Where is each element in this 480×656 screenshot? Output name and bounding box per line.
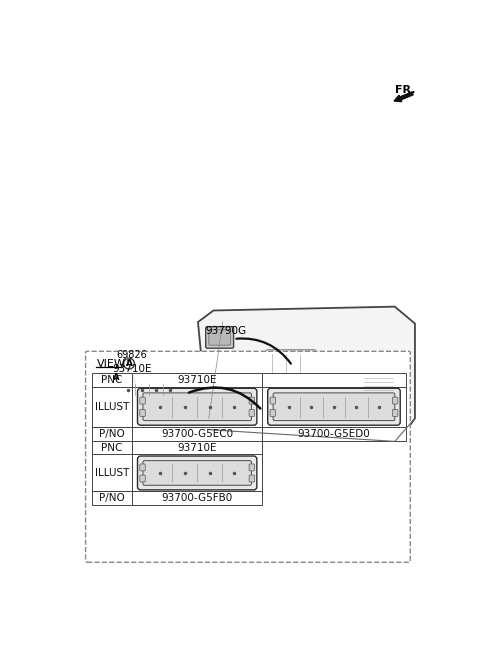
Bar [132, 387, 262, 427]
FancyBboxPatch shape [180, 390, 185, 398]
FancyBboxPatch shape [113, 382, 119, 389]
FancyBboxPatch shape [140, 409, 145, 417]
FancyArrow shape [123, 375, 128, 379]
Text: PNC: PNC [101, 443, 122, 453]
Bar [92, 427, 132, 441]
FancyBboxPatch shape [249, 409, 254, 417]
Text: P/NO: P/NO [99, 493, 125, 503]
Circle shape [123, 355, 130, 361]
Bar [132, 491, 262, 505]
Text: 93700-G5FB0: 93700-G5FB0 [162, 493, 233, 503]
Text: P/NO: P/NO [99, 428, 125, 439]
Bar [132, 373, 262, 387]
Text: PNC: PNC [101, 375, 122, 385]
Text: 93790G: 93790G [206, 326, 247, 336]
Bar [132, 427, 262, 441]
FancyArrow shape [394, 92, 413, 102]
FancyBboxPatch shape [249, 475, 254, 482]
Text: A: A [112, 373, 119, 382]
Ellipse shape [211, 376, 258, 407]
FancyBboxPatch shape [268, 388, 400, 425]
Ellipse shape [258, 408, 272, 417]
FancyBboxPatch shape [140, 475, 145, 482]
Bar [132, 441, 262, 455]
FancyBboxPatch shape [143, 461, 252, 485]
Text: A: A [125, 359, 132, 368]
Bar [92, 455, 132, 491]
FancyBboxPatch shape [113, 390, 119, 398]
Bar [262, 427, 406, 441]
Ellipse shape [290, 363, 300, 370]
FancyBboxPatch shape [273, 393, 395, 420]
FancyBboxPatch shape [111, 376, 187, 403]
FancyBboxPatch shape [137, 456, 257, 490]
Text: 93710E: 93710E [178, 443, 217, 453]
Bar [262, 387, 406, 427]
FancyBboxPatch shape [270, 409, 276, 417]
FancyBboxPatch shape [361, 371, 396, 394]
Bar [262, 373, 406, 387]
FancyBboxPatch shape [393, 397, 398, 404]
FancyBboxPatch shape [393, 409, 398, 417]
Bar [132, 455, 262, 491]
Ellipse shape [216, 380, 253, 403]
Text: ILLUST: ILLUST [95, 468, 129, 478]
FancyArrow shape [289, 362, 293, 367]
FancyBboxPatch shape [137, 388, 257, 425]
FancyBboxPatch shape [85, 352, 410, 562]
FancyArrow shape [258, 406, 263, 411]
FancyBboxPatch shape [206, 327, 234, 348]
FancyBboxPatch shape [262, 379, 321, 416]
Text: 93700-G5EC0: 93700-G5EC0 [161, 428, 233, 439]
FancyBboxPatch shape [270, 397, 276, 404]
FancyBboxPatch shape [180, 382, 185, 389]
FancyBboxPatch shape [140, 464, 145, 471]
FancyBboxPatch shape [140, 397, 145, 404]
Text: VIEW: VIEW [96, 359, 125, 369]
Polygon shape [198, 306, 415, 447]
FancyBboxPatch shape [249, 464, 254, 471]
Text: 93710E: 93710E [178, 375, 217, 385]
Bar [92, 373, 132, 387]
FancyBboxPatch shape [266, 350, 316, 376]
Text: 93710E: 93710E [113, 364, 152, 375]
Bar [92, 491, 132, 505]
Bar [92, 387, 132, 427]
FancyBboxPatch shape [143, 393, 252, 420]
FancyBboxPatch shape [249, 397, 254, 404]
FancyBboxPatch shape [209, 330, 230, 345]
Circle shape [123, 358, 134, 369]
Bar [92, 441, 132, 455]
Text: ILLUST: ILLUST [95, 401, 129, 412]
Circle shape [110, 372, 121, 383]
Text: FR.: FR. [395, 85, 415, 95]
FancyBboxPatch shape [117, 380, 181, 399]
Text: 69826: 69826 [116, 350, 147, 359]
Text: 93700-G5ED0: 93700-G5ED0 [298, 428, 371, 439]
